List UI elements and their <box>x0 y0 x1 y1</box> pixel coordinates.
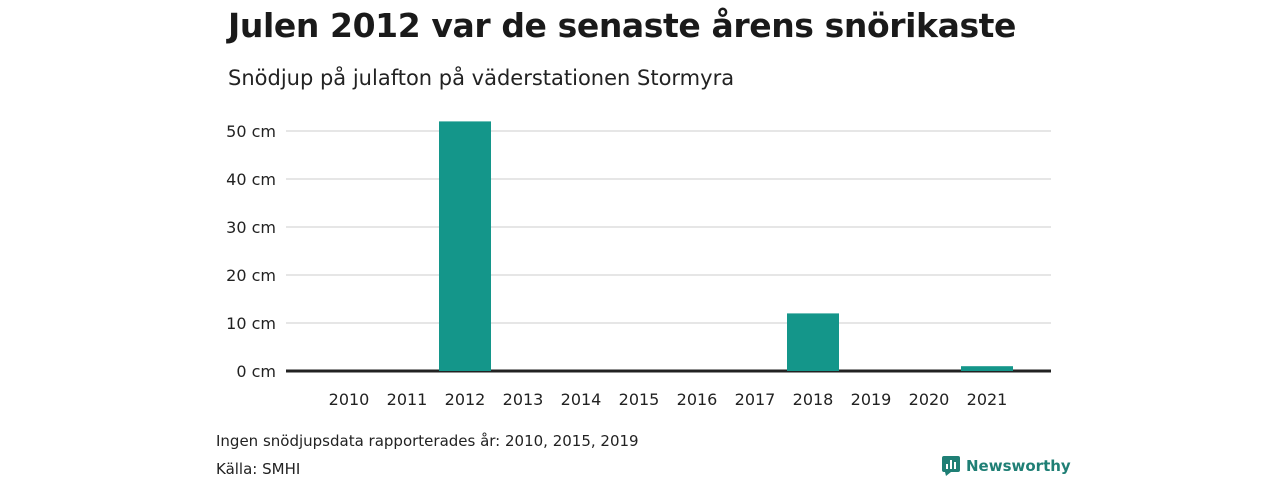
source-label: Källa: SMHI <box>216 460 301 478</box>
chart-title: Julen 2012 var de senaste årens snörikas… <box>228 6 1017 45</box>
x-tick-label: 2010 <box>329 390 370 409</box>
bar-2021[interactable] <box>961 366 1013 371</box>
x-tick-label: 2019 <box>851 390 892 409</box>
y-tick-label: 40 cm <box>226 170 276 189</box>
y-tick-label: 30 cm <box>226 218 276 237</box>
x-tick-label: 2017 <box>735 390 776 409</box>
x-tick-label: 2013 <box>503 390 544 409</box>
y-tick-label: 50 cm <box>226 122 276 141</box>
x-tick-label: 2011 <box>387 390 428 409</box>
chart-subtitle: Snödjup på julafton på väderstationen St… <box>228 66 735 90</box>
x-tick-label: 2015 <box>619 390 660 409</box>
y-tick-label: 20 cm <box>226 266 276 285</box>
x-tick-label: 2018 <box>793 390 834 409</box>
x-tick-label: 2016 <box>677 390 718 409</box>
x-tick-label: 2012 <box>445 390 486 409</box>
bar-2012[interactable] <box>439 121 491 372</box>
y-tick-label: 10 cm <box>226 314 276 333</box>
y-axis-labels: 0 cm 10 cm 20 cm 30 cm 40 cm 50 cm <box>226 122 276 381</box>
y-tick-label: 0 cm <box>236 362 276 381</box>
x-tick-label: 2020 <box>909 390 950 409</box>
brand-name: Newsworthy <box>966 457 1071 475</box>
newsworthy-logo-icon <box>942 456 960 476</box>
missing-data-note: Ingen snödjupsdata rapporterades år: 201… <box>216 432 639 450</box>
x-tick-label: 2021 <box>967 390 1008 409</box>
gridlines <box>286 130 1051 373</box>
brand-logo[interactable]: Newsworthy <box>942 456 1071 476</box>
x-tick-label: 2014 <box>561 390 602 409</box>
x-axis-labels: 2010 2011 2012 2013 2014 2015 2016 2017 2018 2019… <box>329 390 1008 409</box>
bar-2018[interactable] <box>787 313 839 371</box>
bars <box>439 121 1013 372</box>
